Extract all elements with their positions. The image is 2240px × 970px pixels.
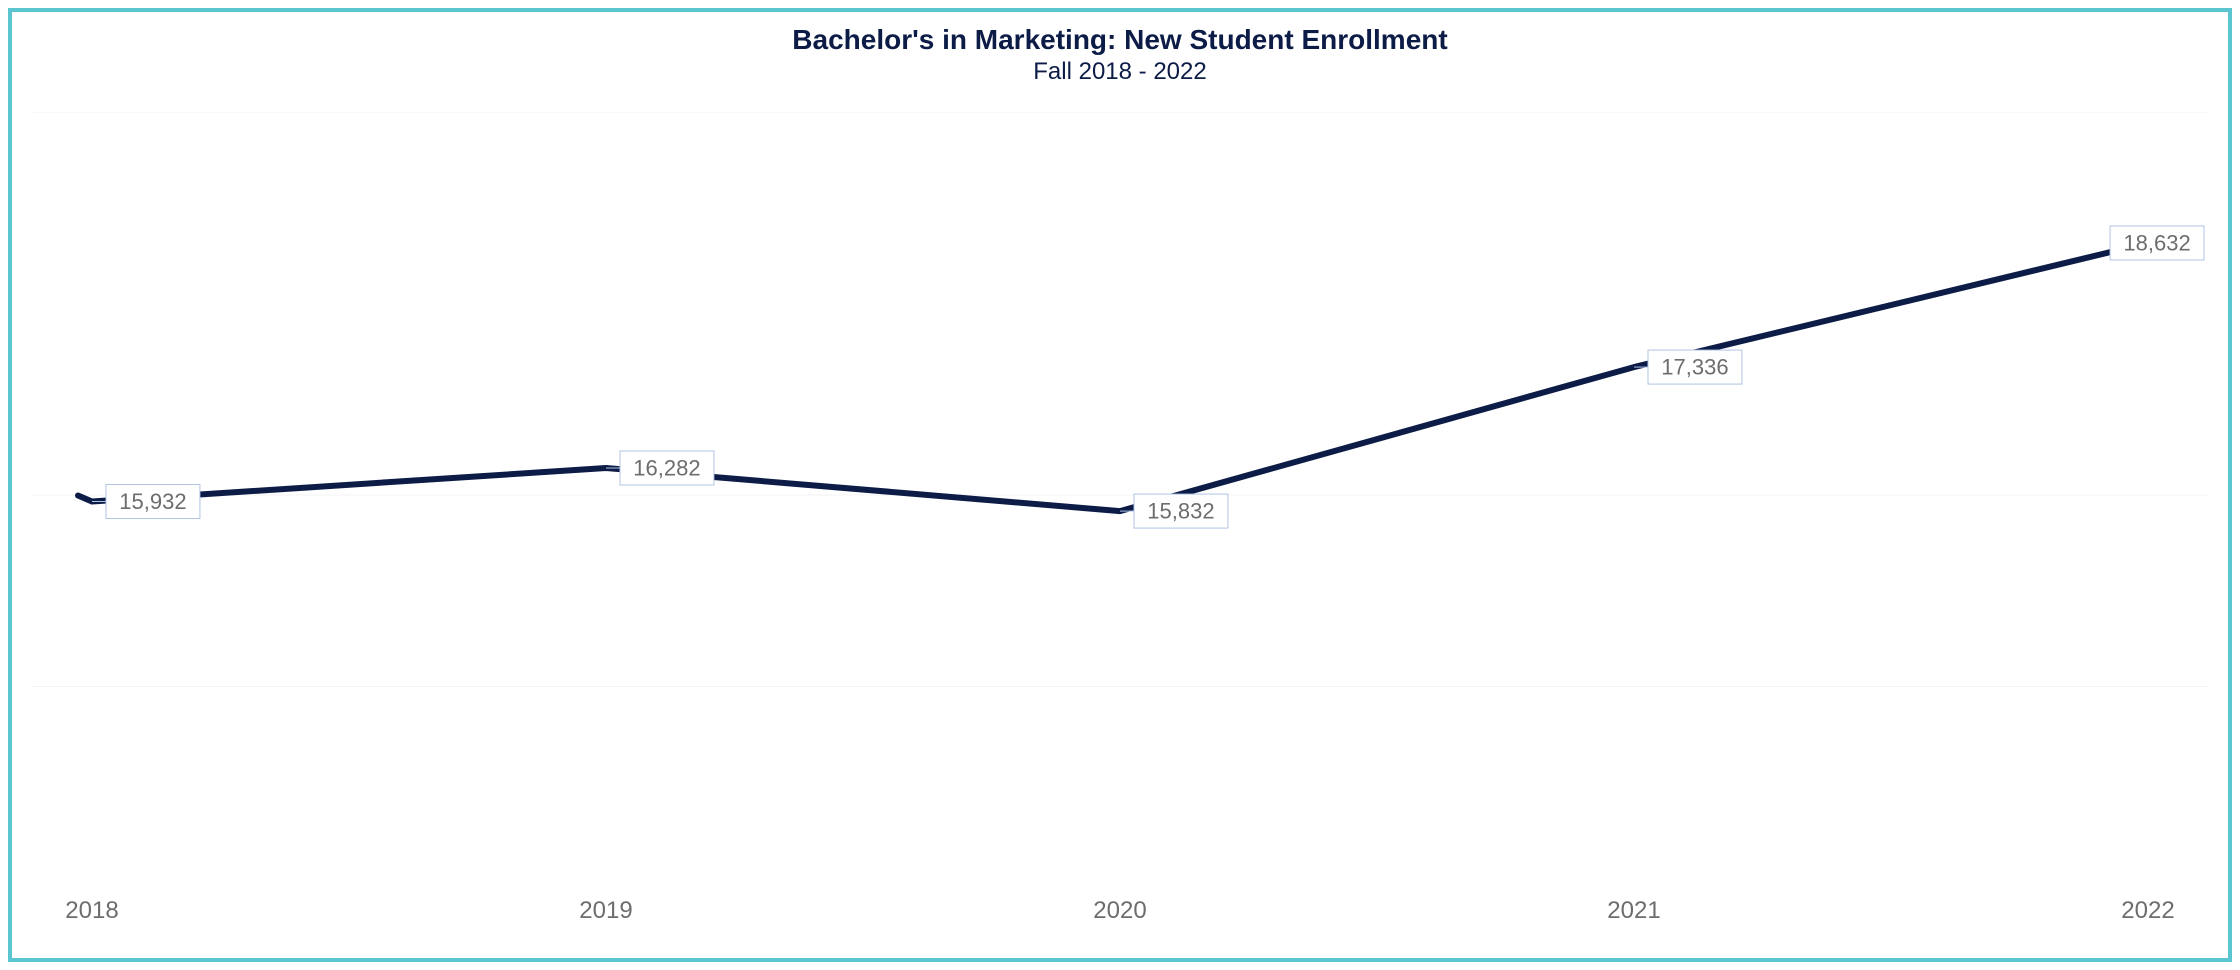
x-tick-label: 2020 <box>1093 897 1146 924</box>
x-tick-label: 2018 <box>65 897 118 924</box>
x-tick-label: 2022 <box>2121 897 2174 924</box>
data-label: 16,282 <box>606 451 714 485</box>
data-label-text: 15,832 <box>1147 499 1214 524</box>
x-tick-label: 2019 <box>579 897 632 924</box>
enrollment-line-chart: Bachelor's in Marketing: New Student Enr… <box>8 8 2232 962</box>
data-label-text: 17,336 <box>1661 355 1728 380</box>
plot-svg: 2018 2019 2020 2021 2022 15,932 16,282 15,832 17… <box>32 112 2208 938</box>
plot-area: 2018 2019 2020 2021 2022 15,932 16,282 15,832 17… <box>32 112 2208 938</box>
data-label: 15,832 <box>1120 494 1228 528</box>
data-label: 15,932 <box>92 485 200 519</box>
chart-header: Bachelor's in Marketing: New Student Enr… <box>12 12 2228 86</box>
x-tick-label: 2021 <box>1607 897 1660 924</box>
data-label: 17,336 <box>1634 350 1742 384</box>
data-label-text: 15,932 <box>119 489 186 514</box>
chart-title: Bachelor's in Marketing: New Student Enr… <box>12 24 2228 56</box>
data-line <box>92 243 2148 511</box>
chart-subtitle: Fall 2018 - 2022 <box>12 58 2228 86</box>
data-label-text: 18,632 <box>2123 230 2190 255</box>
line-start-tick <box>78 496 92 502</box>
data-label: 18,632 <box>2110 226 2204 260</box>
data-label-text: 16,282 <box>633 455 700 480</box>
